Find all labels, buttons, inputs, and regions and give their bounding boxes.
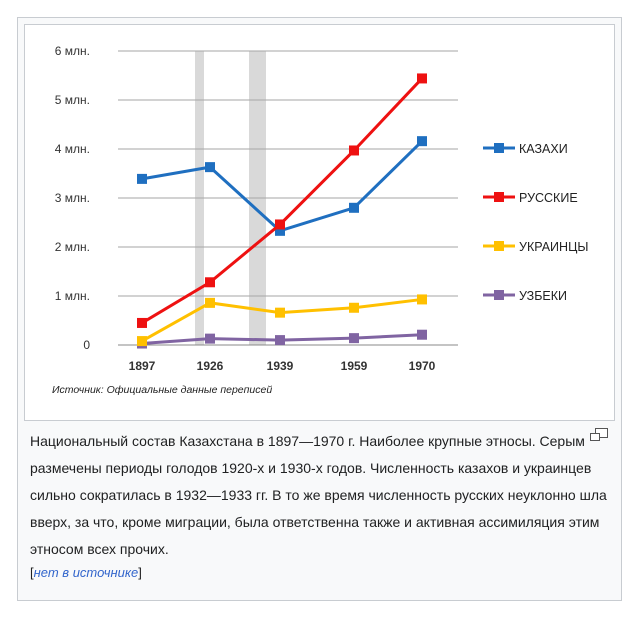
- data-point: [205, 277, 215, 288]
- data-point: [349, 145, 359, 156]
- y-tick-label: 0: [83, 338, 90, 352]
- legend-label: РУССКИЕ: [519, 191, 578, 205]
- legend-label: УЗБЕКИ: [519, 289, 567, 303]
- data-point: [275, 307, 285, 318]
- y-tick-label: 5 млн.: [55, 93, 90, 107]
- data-point: [349, 333, 359, 344]
- legend-swatch-marker: [494, 241, 504, 251]
- data-point: [417, 136, 427, 147]
- x-tick-label: 1926: [197, 359, 224, 373]
- legend-item: КАЗАХИ: [483, 142, 568, 156]
- data-point: [275, 219, 285, 230]
- data-point: [349, 302, 359, 313]
- citation-close: ]: [138, 565, 142, 580]
- x-tick-label: 1959: [341, 359, 368, 373]
- legend-label: УКРАИНЦЫ: [519, 240, 588, 254]
- citation-open: [: [30, 565, 34, 580]
- series-4: [137, 329, 427, 349]
- series-line: [141, 297, 423, 343]
- figure-caption: Национальный состав Казахстана в 1897—19…: [30, 428, 615, 583]
- series-2: [137, 73, 427, 328]
- legend-swatch-marker: [494, 143, 504, 153]
- series-line: [141, 140, 424, 233]
- legend-label: КАЗАХИ: [519, 142, 568, 156]
- x-tick-label: 1970: [409, 359, 436, 373]
- legend-item: УКРАИНЦЫ: [483, 240, 588, 254]
- legend-item: РУССКИЕ: [483, 191, 578, 205]
- x-tick-label: 1939: [267, 359, 294, 373]
- data-point: [417, 294, 427, 305]
- data-point: [137, 173, 147, 184]
- legend-swatch-marker: [494, 192, 504, 202]
- data-point: [417, 329, 427, 340]
- data-point: [205, 162, 215, 173]
- y-tick-label: 3 млн.: [55, 191, 90, 205]
- source-note: Источник: Официальные данные переписей: [52, 384, 272, 396]
- caption-text: Национальный состав Казахстана в 1897—19…: [30, 433, 607, 557]
- data-point: [137, 336, 147, 347]
- citation-needed: [нет в источнике]: [30, 563, 615, 583]
- series-line: [141, 77, 424, 325]
- legend-swatch-marker: [494, 290, 504, 300]
- data-point: [137, 317, 147, 328]
- chart-figure: 0 1 млн. 2 млн. 3 млн. 4 млн. 5 млн. 6 млн. 18…: [24, 24, 615, 421]
- data-point: [417, 73, 427, 84]
- data-point: [205, 333, 215, 344]
- series-1: [137, 136, 427, 236]
- series-3: [137, 294, 427, 347]
- x-tick-label: 1897: [129, 359, 156, 373]
- data-point: [275, 335, 285, 346]
- data-point: [275, 225, 285, 236]
- legend-item: УЗБЕКИ: [483, 289, 567, 303]
- y-tick-label: 2 млн.: [55, 240, 90, 254]
- data-point: [205, 297, 215, 308]
- chart-svg: 0 1 млн. 2 млн. 3 млн. 4 млн. 5 млн. 6 млн. 18…: [52, 44, 588, 396]
- citation-link[interactable]: нет в источнике: [33, 565, 139, 580]
- data-point: [349, 202, 359, 213]
- y-tick-label: 4 млн.: [55, 142, 90, 156]
- magnify-icon[interactable]: [590, 428, 608, 442]
- y-tick-label: 6 млн.: [55, 44, 90, 58]
- y-tick-label: 1 млн.: [55, 289, 90, 303]
